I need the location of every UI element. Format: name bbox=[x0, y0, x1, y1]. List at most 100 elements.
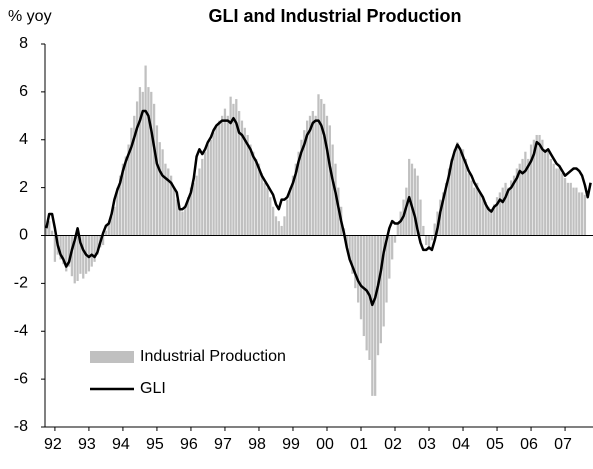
bar bbox=[425, 235, 428, 246]
bar bbox=[306, 120, 309, 236]
x-tick-label: 07 bbox=[554, 436, 572, 453]
bar bbox=[150, 91, 153, 236]
bar bbox=[447, 168, 450, 236]
x-tick-label: 93 bbox=[78, 436, 96, 453]
bar bbox=[249, 144, 252, 236]
bar bbox=[464, 158, 467, 236]
bar bbox=[172, 187, 176, 236]
bar bbox=[399, 211, 402, 236]
bar bbox=[269, 197, 272, 236]
bar bbox=[323, 103, 326, 236]
x-tick-label: 94 bbox=[112, 436, 130, 453]
bar bbox=[124, 156, 127, 236]
bar bbox=[48, 221, 51, 236]
bar bbox=[529, 144, 533, 236]
bar bbox=[96, 235, 99, 255]
bar bbox=[348, 235, 351, 260]
bar bbox=[209, 139, 212, 236]
bar bbox=[495, 197, 499, 236]
bar bbox=[237, 111, 241, 236]
bar bbox=[317, 94, 320, 236]
line bbox=[45, 109, 592, 307]
bar bbox=[300, 139, 303, 236]
bar bbox=[498, 192, 502, 236]
legend-label: Industrial Production bbox=[140, 348, 286, 365]
bar bbox=[518, 163, 521, 236]
bar bbox=[354, 235, 357, 289]
bar bbox=[141, 91, 144, 236]
bar bbox=[286, 199, 289, 236]
bar bbox=[374, 235, 377, 396]
bar bbox=[138, 87, 142, 236]
y-tick-label: 4 bbox=[19, 131, 28, 148]
bar bbox=[257, 163, 261, 236]
bar bbox=[487, 206, 490, 236]
bar bbox=[376, 235, 380, 356]
y-tick-label: 6 bbox=[19, 83, 28, 100]
bar bbox=[201, 158, 204, 236]
bar bbox=[167, 168, 170, 236]
x-tick-label: 97 bbox=[214, 436, 232, 453]
bar bbox=[215, 125, 218, 236]
x-tick-label: 04 bbox=[452, 436, 470, 453]
y-tick-label: 0 bbox=[19, 227, 28, 244]
bar bbox=[521, 158, 524, 236]
bar bbox=[50, 230, 54, 236]
bar bbox=[184, 206, 187, 236]
y-tick-label: -4 bbox=[14, 322, 28, 339]
bar bbox=[371, 235, 374, 396]
bar bbox=[116, 187, 119, 236]
bar bbox=[459, 151, 462, 236]
bar bbox=[331, 144, 334, 236]
bar bbox=[135, 101, 139, 236]
bar bbox=[181, 211, 184, 236]
x-tick-label: 99 bbox=[282, 436, 300, 453]
bar bbox=[578, 192, 581, 236]
bar bbox=[303, 130, 306, 236]
bar bbox=[351, 235, 354, 274]
bar bbox=[59, 235, 62, 260]
bar bbox=[220, 115, 224, 236]
bar bbox=[580, 192, 584, 236]
bar bbox=[254, 158, 258, 236]
bar bbox=[396, 223, 399, 236]
bar bbox=[538, 134, 541, 236]
bar bbox=[405, 187, 408, 236]
x-tick-label: 95 bbox=[146, 436, 164, 453]
x-tick-label: 96 bbox=[180, 436, 198, 453]
x-tick-label: 03 bbox=[418, 436, 436, 453]
bar bbox=[325, 115, 329, 236]
bar bbox=[382, 235, 385, 327]
bar bbox=[252, 151, 255, 236]
bar bbox=[87, 235, 91, 272]
bar bbox=[393, 235, 397, 243]
bar bbox=[147, 87, 150, 236]
bar bbox=[433, 223, 436, 236]
legend-swatch bbox=[90, 351, 134, 363]
x-tick-label: 06 bbox=[520, 436, 538, 453]
bar bbox=[65, 235, 68, 272]
bar bbox=[444, 182, 448, 236]
y-tick-label: 8 bbox=[19, 35, 28, 52]
bar bbox=[308, 115, 312, 236]
bar bbox=[572, 187, 575, 236]
bar bbox=[575, 187, 578, 236]
bar bbox=[53, 235, 57, 262]
bar bbox=[229, 96, 232, 236]
bar bbox=[121, 163, 125, 236]
bar bbox=[189, 187, 193, 236]
bar bbox=[186, 197, 190, 236]
bar bbox=[527, 158, 530, 236]
bar bbox=[456, 142, 459, 236]
bar bbox=[410, 163, 414, 236]
bar bbox=[484, 201, 487, 236]
bar bbox=[169, 175, 173, 236]
x-tick-label: 05 bbox=[486, 436, 504, 453]
bar bbox=[277, 221, 280, 236]
bar bbox=[453, 149, 456, 236]
bar bbox=[450, 158, 453, 236]
bar bbox=[413, 168, 416, 236]
bar bbox=[130, 127, 133, 236]
bar bbox=[549, 158, 553, 236]
bar bbox=[235, 99, 238, 236]
